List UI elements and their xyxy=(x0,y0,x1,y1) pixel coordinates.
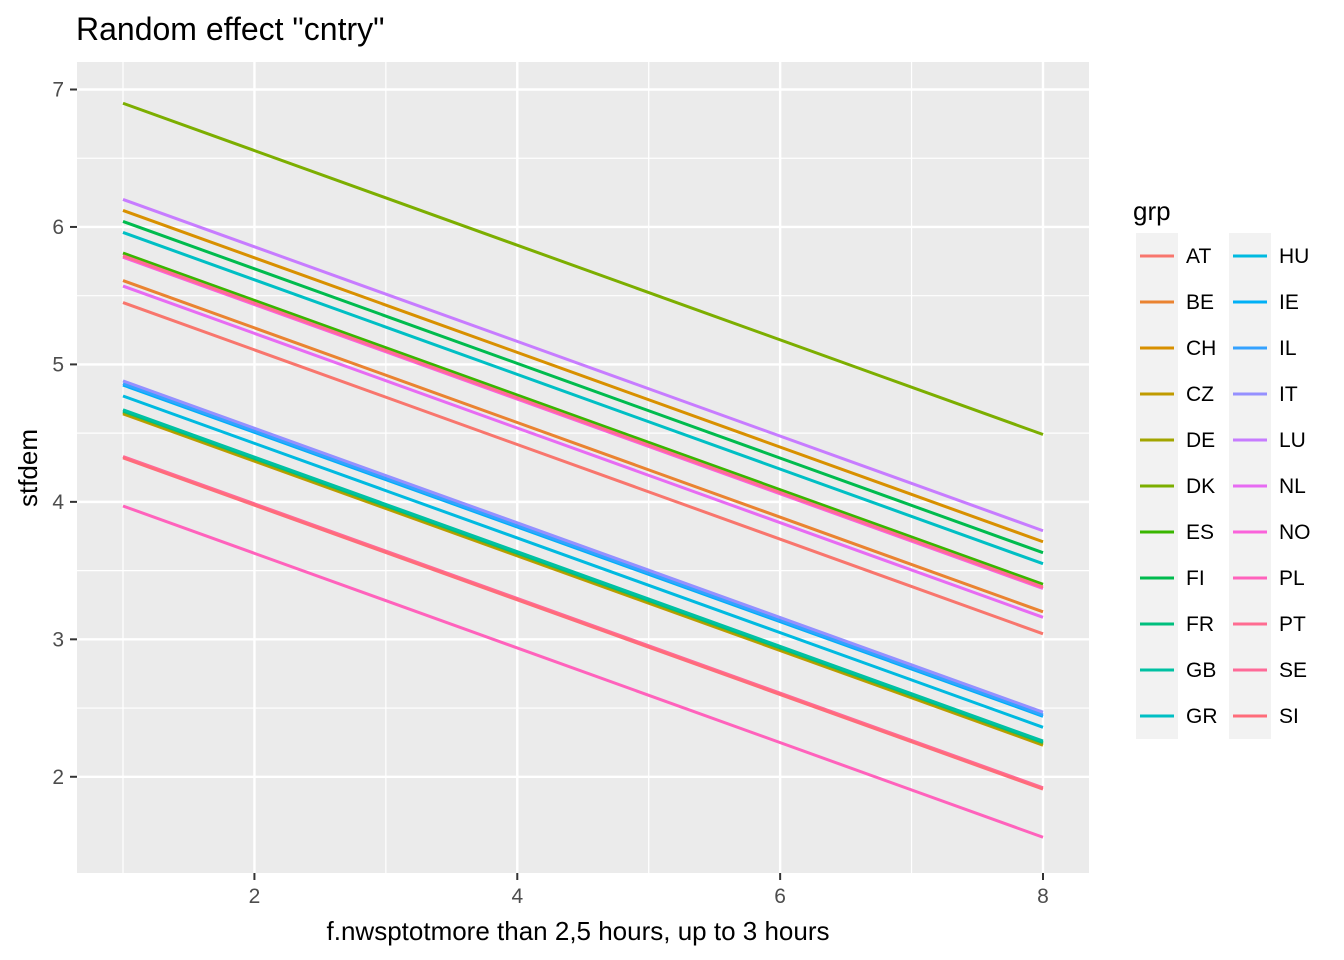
legend-label: DE xyxy=(1186,429,1215,452)
y-tick-label: 5 xyxy=(52,353,64,376)
legend-label: CZ xyxy=(1186,383,1214,406)
legend-label: FR xyxy=(1186,613,1214,636)
legend-item-cz: CZ xyxy=(1136,371,1214,417)
legend-label: DK xyxy=(1186,475,1215,498)
x-axis: 2 4 6 8 xyxy=(249,873,1049,908)
x-tick-label: 6 xyxy=(774,885,786,908)
legend-item-de: DE xyxy=(1136,417,1215,463)
series-line-pt xyxy=(122,254,1044,589)
legend-item-at: AT xyxy=(1136,233,1211,279)
legend-item-ch: CH xyxy=(1136,325,1216,371)
legend-item-fr: FR xyxy=(1136,601,1214,647)
legend-item-lu: LU xyxy=(1229,417,1306,463)
y-tick-label: 2 xyxy=(52,766,64,789)
legend-item-dk: DK xyxy=(1136,463,1215,509)
series-line-lu xyxy=(122,198,1044,533)
legend-label: AT xyxy=(1186,245,1211,268)
legend-label: PL xyxy=(1279,567,1305,590)
series-line-il xyxy=(122,382,1044,717)
legend-item-be: BE xyxy=(1136,279,1214,325)
legend-item-il: IL xyxy=(1229,325,1297,371)
legend-label: IL xyxy=(1279,337,1297,360)
series-line-pl xyxy=(122,504,1044,839)
series-line-es xyxy=(122,251,1044,586)
series-line-at xyxy=(122,301,1044,636)
legend-label: GR xyxy=(1186,705,1218,728)
legend-item-gr: GR xyxy=(1136,693,1218,739)
x-tick-label: 8 xyxy=(1037,885,1049,908)
legend-title: grp xyxy=(1133,196,1171,226)
y-axis-title: stfdem xyxy=(13,429,43,507)
x-tick-label: 4 xyxy=(511,885,523,908)
legend-item-it: IT xyxy=(1229,371,1298,417)
series-line-fi xyxy=(122,220,1044,555)
series-line-gr xyxy=(122,231,1044,566)
y-axis: 2 3 4 5 6 7 xyxy=(52,78,77,789)
legend: grp AT BE CH CZ DE DK ES FI FR GB GR HU IE IL IT LU NL NO… xyxy=(1133,196,1311,739)
series-line-it xyxy=(122,379,1044,714)
legend-label: HU xyxy=(1279,245,1309,268)
legend-items: AT BE CH CZ DE DK ES FI FR GB GR HU IE IL IT LU NL NO PL PT… xyxy=(1136,233,1311,739)
legend-label: SE xyxy=(1279,659,1307,682)
legend-item-pl: PL xyxy=(1229,555,1305,601)
legend-item-es: ES xyxy=(1136,509,1214,555)
legend-label: FI xyxy=(1186,567,1205,590)
legend-label: GB xyxy=(1186,659,1216,682)
legend-label: ES xyxy=(1186,521,1214,544)
legend-item-pt: PT xyxy=(1229,601,1306,647)
legend-label: IT xyxy=(1279,383,1298,406)
legend-item-si: SI xyxy=(1229,693,1299,739)
legend-item-ie: IE xyxy=(1229,279,1299,325)
legend-item-se: SE xyxy=(1229,647,1307,693)
x-axis-title: f.nwsptotmore than 2,5 hours, up to 3 ho… xyxy=(327,916,830,946)
series-line-si xyxy=(122,456,1044,791)
y-tick-label: 3 xyxy=(52,628,64,651)
legend-label: NL xyxy=(1279,475,1306,498)
legend-item-nl: NL xyxy=(1229,463,1306,509)
legend-label: PT xyxy=(1279,613,1306,636)
y-tick-label: 7 xyxy=(52,78,64,101)
legend-label: CH xyxy=(1186,337,1216,360)
legend-label: SI xyxy=(1279,705,1299,728)
legend-item-no: NO xyxy=(1229,509,1311,555)
series-lines xyxy=(122,101,1044,839)
series-line-nl xyxy=(122,284,1044,619)
series-line-ch xyxy=(122,209,1044,544)
legend-label: IE xyxy=(1279,291,1299,314)
legend-item-hu: HU xyxy=(1229,233,1309,279)
legend-item-gb: GB xyxy=(1136,647,1216,693)
x-tick-label: 2 xyxy=(249,885,261,908)
chart-title: Random effect "cntry" xyxy=(76,11,384,47)
legend-label: LU xyxy=(1279,429,1306,452)
series-line-gb xyxy=(122,408,1044,743)
y-tick-label: 6 xyxy=(52,216,64,239)
legend-label: BE xyxy=(1186,291,1214,314)
legend-item-fi: FI xyxy=(1136,555,1205,601)
legend-label: NO xyxy=(1279,521,1311,544)
y-tick-label: 4 xyxy=(52,491,64,514)
series-line-dk xyxy=(122,101,1044,436)
series-line-hu xyxy=(122,394,1044,729)
series-line-be xyxy=(122,279,1044,614)
